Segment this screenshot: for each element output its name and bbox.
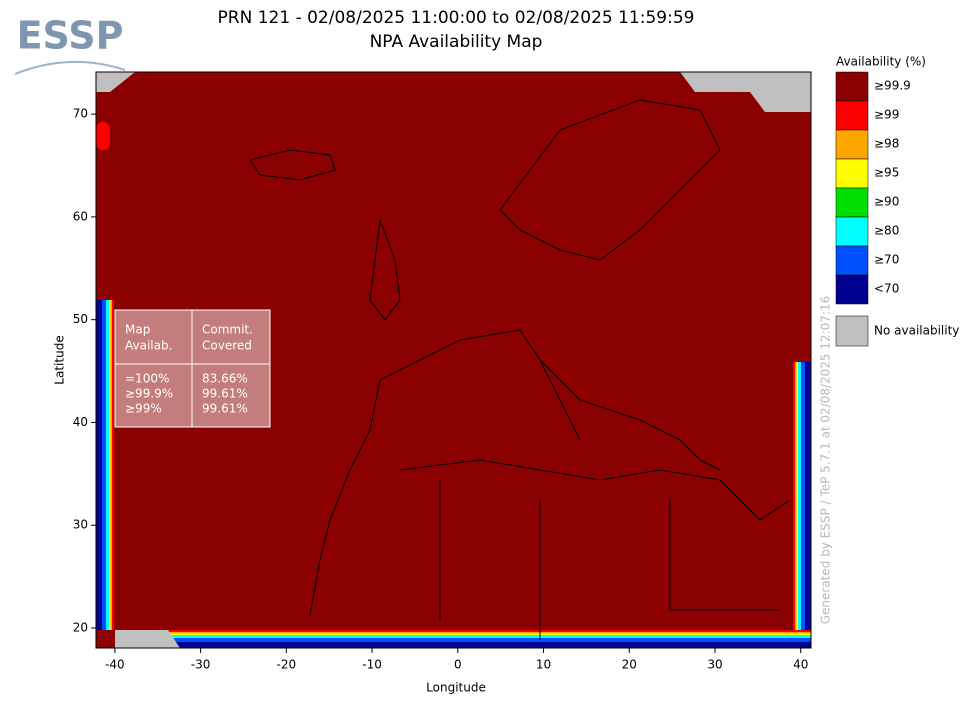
table-cell: ≥99.9%: [125, 387, 173, 401]
logo-text: ESSP: [17, 14, 124, 58]
band: [106, 300, 109, 630]
table-cell: 99.61%: [202, 402, 248, 416]
table-header: Covered: [202, 339, 252, 353]
band: [168, 630, 811, 632]
table-header: Map: [125, 323, 150, 337]
no-availability-area: [115, 630, 180, 648]
no-availability-area: [680, 72, 811, 112]
band: [168, 642, 811, 648]
table-header: Commit.: [202, 323, 253, 337]
band: [168, 633, 811, 635]
band: [109, 300, 111, 630]
band: [793, 362, 795, 630]
legend-label: No availability: [874, 324, 959, 338]
band: [796, 362, 798, 630]
y-tick-label: 70: [73, 107, 88, 121]
x-axis-label: Longitude: [426, 681, 486, 695]
table-cell: ≥99%: [125, 402, 162, 416]
legend-label: ≥95: [874, 166, 899, 180]
y-tick-label: 50: [73, 312, 88, 326]
y-tick-label: 40: [73, 415, 88, 429]
band: [168, 638, 811, 642]
table-cell: 83.66%: [202, 372, 248, 386]
table-cell: =100%: [125, 372, 169, 386]
map-frame: [95, 71, 812, 649]
table-cell: 99.61%: [202, 387, 248, 401]
x-tick-label: 40: [793, 658, 808, 672]
legend-label: ≥99.9: [874, 79, 911, 93]
legend-label: ≥99: [874, 108, 899, 122]
x-tick-label: 20: [622, 658, 637, 672]
band: [168, 632, 811, 634]
band: [110, 300, 112, 630]
no-availability-area: [96, 72, 135, 92]
title: PRN 121 - 02/08/2025 11:00:00 to 02/08/2…: [218, 8, 695, 28]
legend-label: ≥98: [874, 137, 899, 151]
legend-swatch: [835, 274, 869, 305]
legend-swatch: [835, 129, 869, 160]
legend-label: ≥80: [874, 224, 899, 238]
legend: Availability (%) ≥99.9 ≥99 ≥98 ≥95 ≥90 ≥80 ≥70…: [835, 55, 959, 347]
x-tick-label: -10: [362, 658, 382, 672]
band: [102, 300, 106, 630]
legend-swatch: [835, 315, 869, 347]
y-axis-label: Latitude: [53, 335, 67, 384]
legend-swatch: [835, 158, 869, 189]
legend-label: ≥90: [874, 195, 899, 209]
logo: ESSP: [14, 14, 126, 75]
legend-swatch: [835, 100, 869, 131]
band: [801, 362, 805, 630]
x-tick-label: 10: [536, 658, 551, 672]
band: [96, 122, 110, 150]
legend-swatch: [835, 71, 869, 102]
band: [112, 300, 114, 630]
credit: Generated by ESSP / TeP 5.7.1 at 02/08/2…: [819, 296, 833, 625]
band: [795, 362, 797, 630]
band: [168, 635, 811, 638]
edge-bands: [96, 122, 811, 648]
no-coverage: [96, 72, 811, 648]
map: -40 -30 -20 -10 0 10 20 30 40 20 30 40 50 60 70 Longit…: [53, 71, 812, 695]
x-tick-label: -40: [105, 658, 125, 672]
y-tick-label: 20: [73, 620, 88, 634]
subtitle: NPA Availability Map: [370, 32, 543, 52]
legend-swatch: [835, 216, 869, 247]
y-tick-label: 60: [73, 209, 88, 223]
stats-table: Map Availab. Commit. Covered =100% 83.66% ≥99.…: [114, 309, 271, 428]
legend-label: <70: [874, 282, 899, 296]
axes: -40 -30 -20 -10 0 10 20 30 40 20 30 40 50 60 70: [73, 107, 809, 672]
band: [96, 300, 102, 630]
legend-label: ≥70: [874, 253, 899, 267]
legend-title: Availability (%): [836, 55, 926, 69]
coastlines: [249, 99, 791, 640]
y-tick-label: 30: [73, 518, 88, 532]
table-header: Availab.: [125, 339, 172, 353]
band: [805, 362, 811, 630]
legend-swatch: [835, 245, 869, 276]
x-tick-label: -30: [191, 658, 211, 672]
x-tick-label: 30: [707, 658, 722, 672]
band: [798, 362, 801, 630]
logo-arc: [14, 60, 126, 75]
legend-swatch: [835, 187, 869, 218]
x-tick-label: -20: [277, 658, 297, 672]
x-tick-label: 0: [454, 658, 462, 672]
